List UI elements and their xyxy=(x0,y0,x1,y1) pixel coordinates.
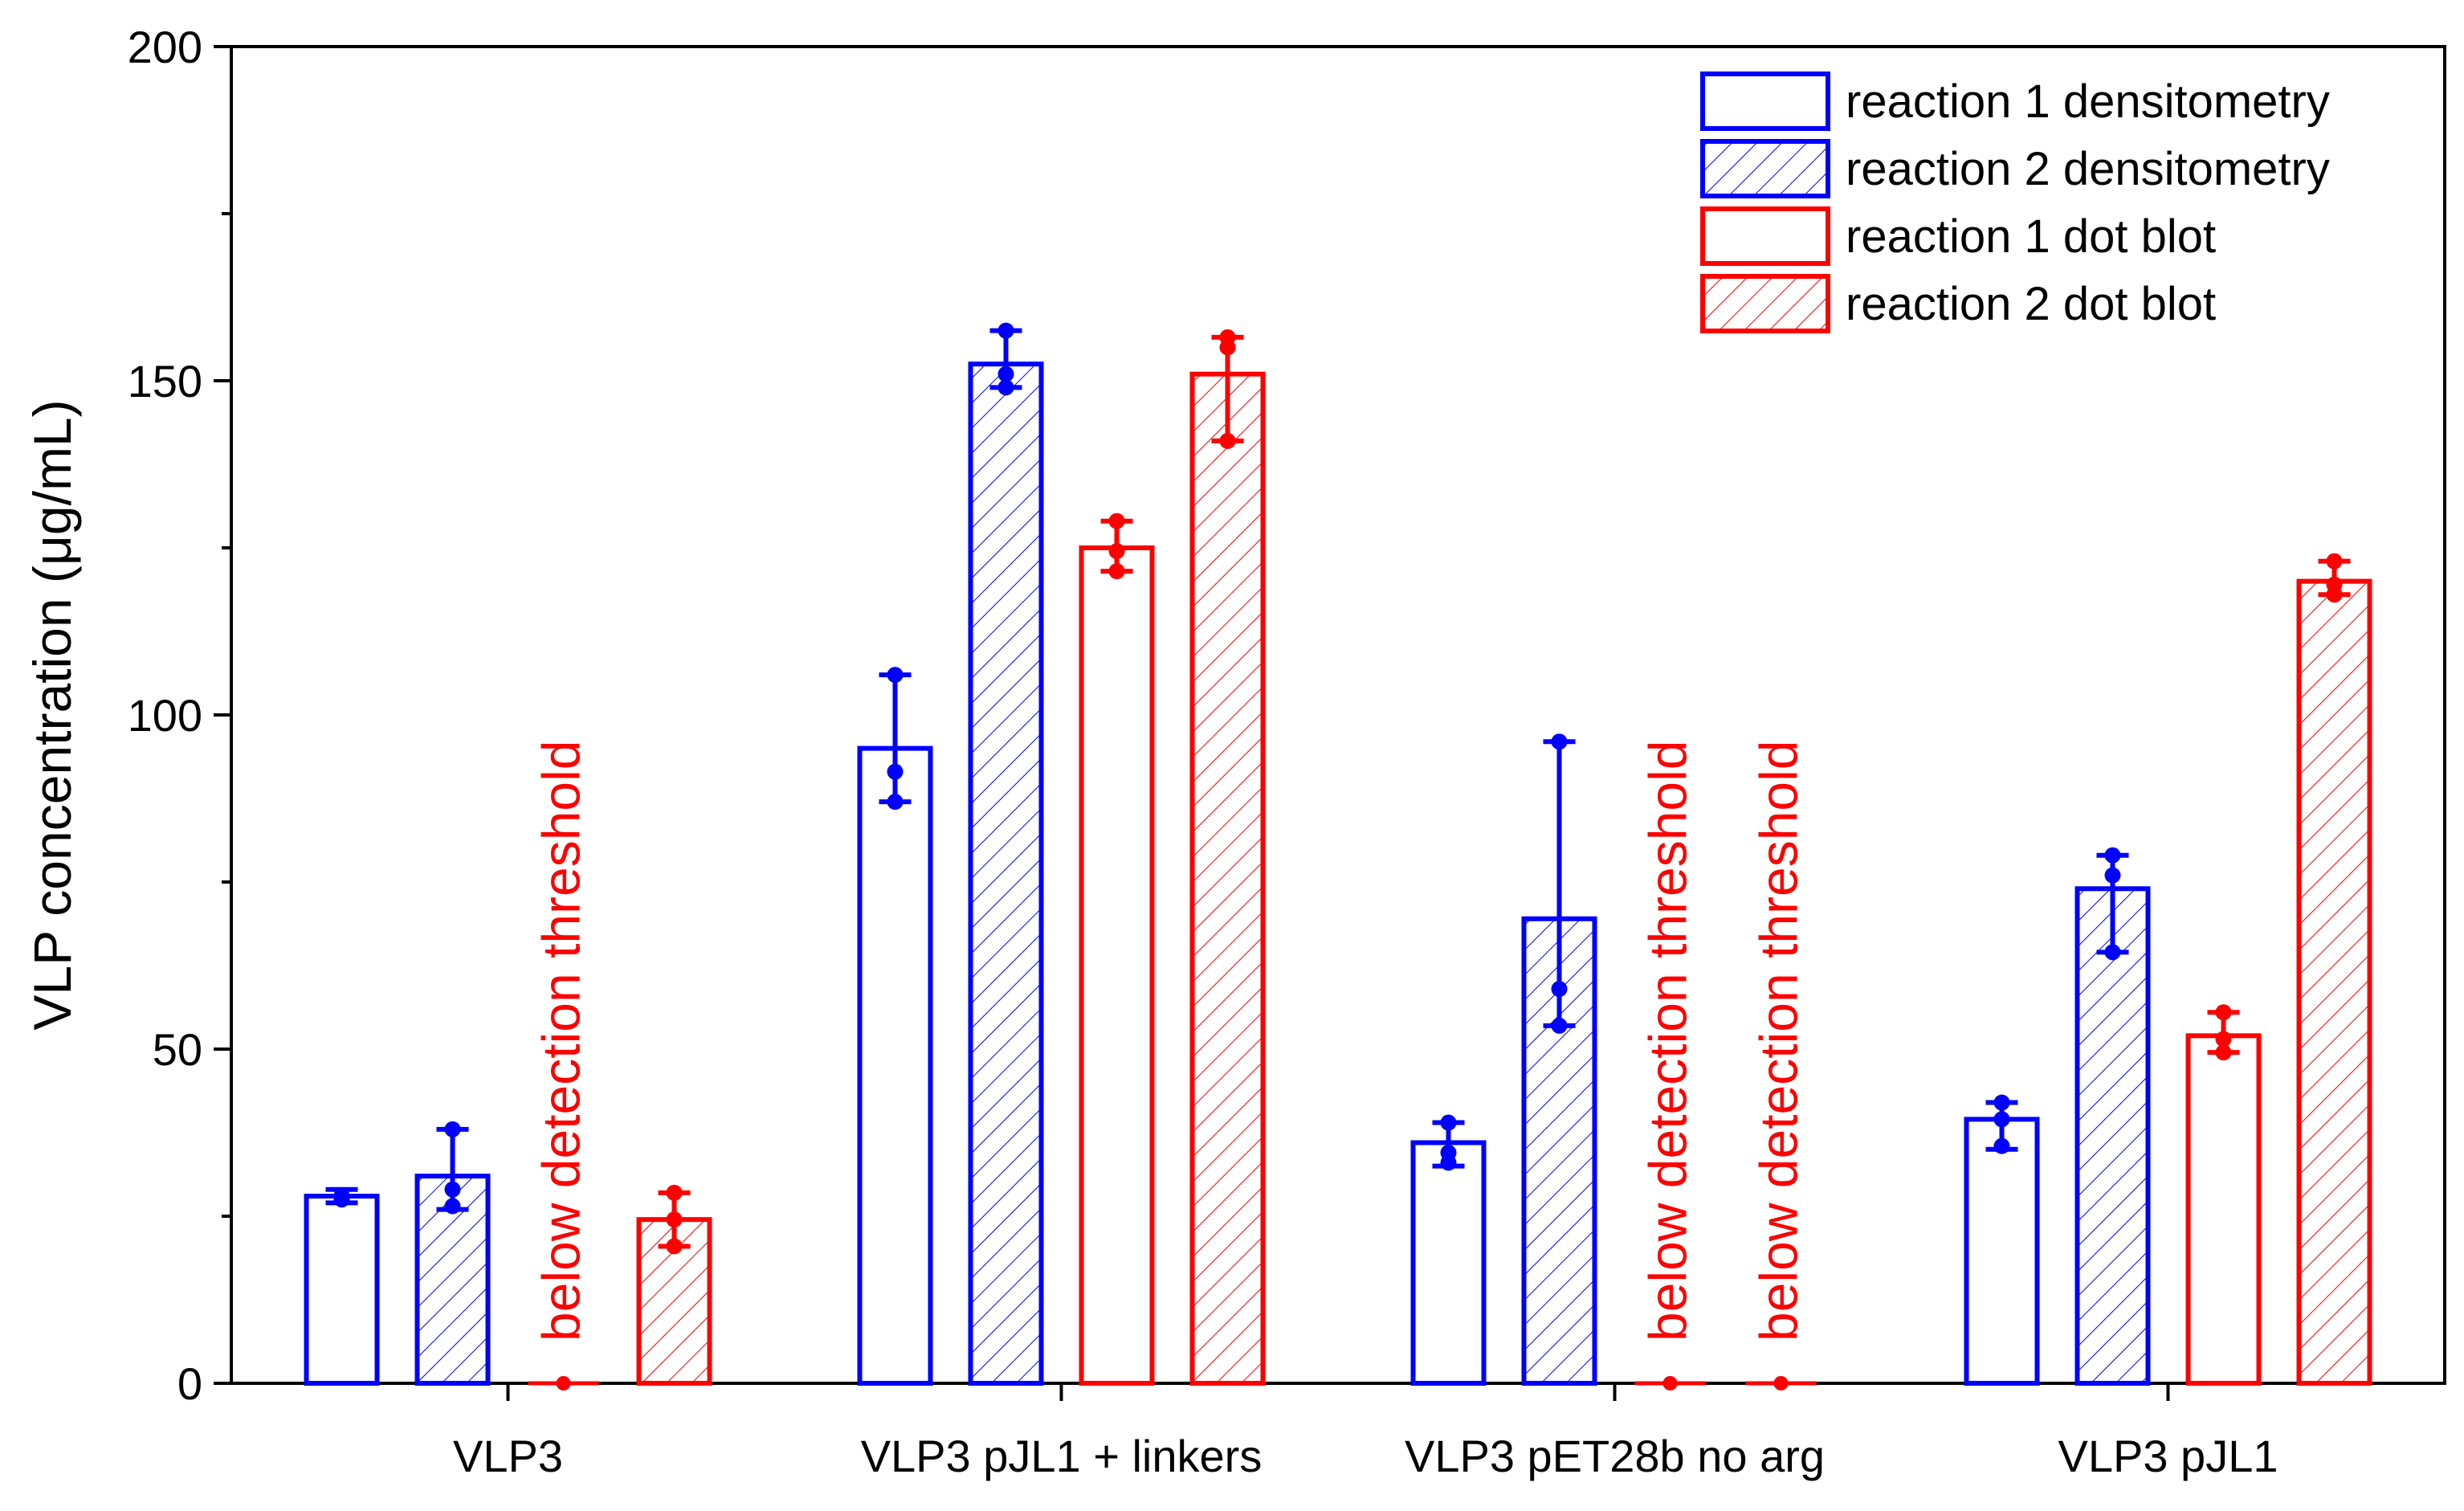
data-point xyxy=(556,1376,571,1391)
data-point xyxy=(2326,576,2343,593)
data-point xyxy=(1440,1144,1457,1161)
data-point xyxy=(666,1238,683,1255)
y-tick-label: 100 xyxy=(128,690,202,741)
bar xyxy=(1079,545,1155,1386)
data-point xyxy=(2104,944,2121,961)
y-tick-label: 150 xyxy=(128,356,202,406)
data-point xyxy=(1108,543,1125,560)
data-point xyxy=(1551,981,1568,998)
x-tick-label: VLP3 xyxy=(453,1431,563,1481)
data-point xyxy=(997,365,1014,382)
data-point xyxy=(333,1191,350,1208)
below-threshold-label: below detection threshold xyxy=(1749,741,1809,1342)
data-point xyxy=(1219,432,1236,449)
data-point xyxy=(2326,553,2343,570)
legend: reaction 1 densitometry reaction 2 densit… xyxy=(1700,71,2330,333)
bar xyxy=(2296,578,2372,1386)
data-point xyxy=(1219,329,1236,345)
bar xyxy=(2185,1033,2262,1386)
data-point xyxy=(2215,1031,2232,1047)
legend-label: reaction 2 densitometry xyxy=(1846,143,2330,195)
legend-swatch xyxy=(1700,71,1830,131)
bar xyxy=(857,745,933,1386)
data-point xyxy=(997,322,1014,339)
x-tick-label: VLP3 pJL1 + linkers xyxy=(861,1431,1263,1481)
x-tick-label: VLP3 pET28b no arg xyxy=(1405,1431,1825,1481)
data-point xyxy=(1773,1376,1789,1391)
x-tick-label: VLP3 pJL1 xyxy=(2058,1431,2278,1481)
legend-label: reaction 1 densitometry xyxy=(1846,76,2330,128)
data-point xyxy=(2104,867,2121,884)
data-point xyxy=(1108,513,1125,529)
y-tick-label: 0 xyxy=(177,1358,202,1409)
data-point xyxy=(887,763,904,780)
bar xyxy=(1189,371,1266,1386)
data-point xyxy=(887,667,904,684)
data-point xyxy=(887,794,904,811)
data-point xyxy=(2215,1004,2232,1021)
legend-label: reaction 2 dot blot xyxy=(1846,278,2216,330)
y-axis: 0 50 100 150 200 xyxy=(128,22,231,1409)
y-tick-label: 200 xyxy=(128,22,202,72)
data-point xyxy=(444,1121,461,1137)
data-point xyxy=(1108,563,1125,580)
data-point xyxy=(997,379,1014,396)
bar xyxy=(1410,1140,1487,1386)
data-point xyxy=(1551,733,1568,750)
data-point xyxy=(444,1198,461,1215)
below-threshold-label: below detection threshold xyxy=(1638,741,1698,1342)
x-axis: VLP3 VLP3 pJL1 + linkers VLP3 pET28b no ar… xyxy=(453,1383,2278,1481)
data-point xyxy=(2215,1044,2232,1061)
bar xyxy=(1964,1117,2040,1386)
legend-swatch xyxy=(1700,139,1830,198)
data-point xyxy=(1993,1094,2010,1111)
bar xyxy=(2074,886,2151,1386)
legend-label: reaction 1 dot blot xyxy=(1846,210,2216,263)
data-point xyxy=(1662,1376,1678,1391)
data-point xyxy=(2104,847,2121,864)
data-point xyxy=(1993,1111,2010,1128)
legend-swatch xyxy=(1700,274,1830,333)
bar xyxy=(304,1194,380,1386)
annotations: below detection threshold below detection… xyxy=(532,741,1809,1342)
below-threshold-label: below detection threshold xyxy=(532,741,591,1342)
bars xyxy=(304,322,2372,1391)
data-point xyxy=(444,1181,461,1198)
legend-swatch xyxy=(1700,206,1830,266)
bar xyxy=(968,361,1044,1386)
y-axis-label: VLP concentration (μg/mL) xyxy=(22,399,82,1030)
data-point xyxy=(1440,1114,1457,1131)
data-point xyxy=(1993,1137,2010,1154)
y-tick-label: 50 xyxy=(153,1024,202,1075)
data-point xyxy=(1551,1017,1568,1034)
data-point xyxy=(666,1211,683,1228)
data-point xyxy=(666,1184,683,1201)
